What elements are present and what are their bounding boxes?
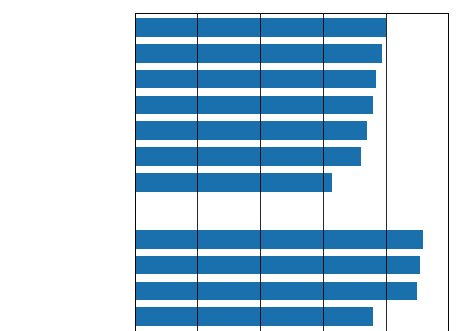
Bar: [135, 230, 423, 249]
Bar: [135, 70, 376, 88]
Bar: [135, 307, 373, 326]
Bar: [135, 256, 420, 274]
Bar: [135, 147, 361, 166]
Bar: [135, 121, 367, 140]
Bar: [135, 18, 386, 37]
Bar: [135, 96, 373, 114]
Bar: [135, 44, 382, 63]
Bar: [135, 173, 332, 192]
Bar: [135, 282, 417, 300]
